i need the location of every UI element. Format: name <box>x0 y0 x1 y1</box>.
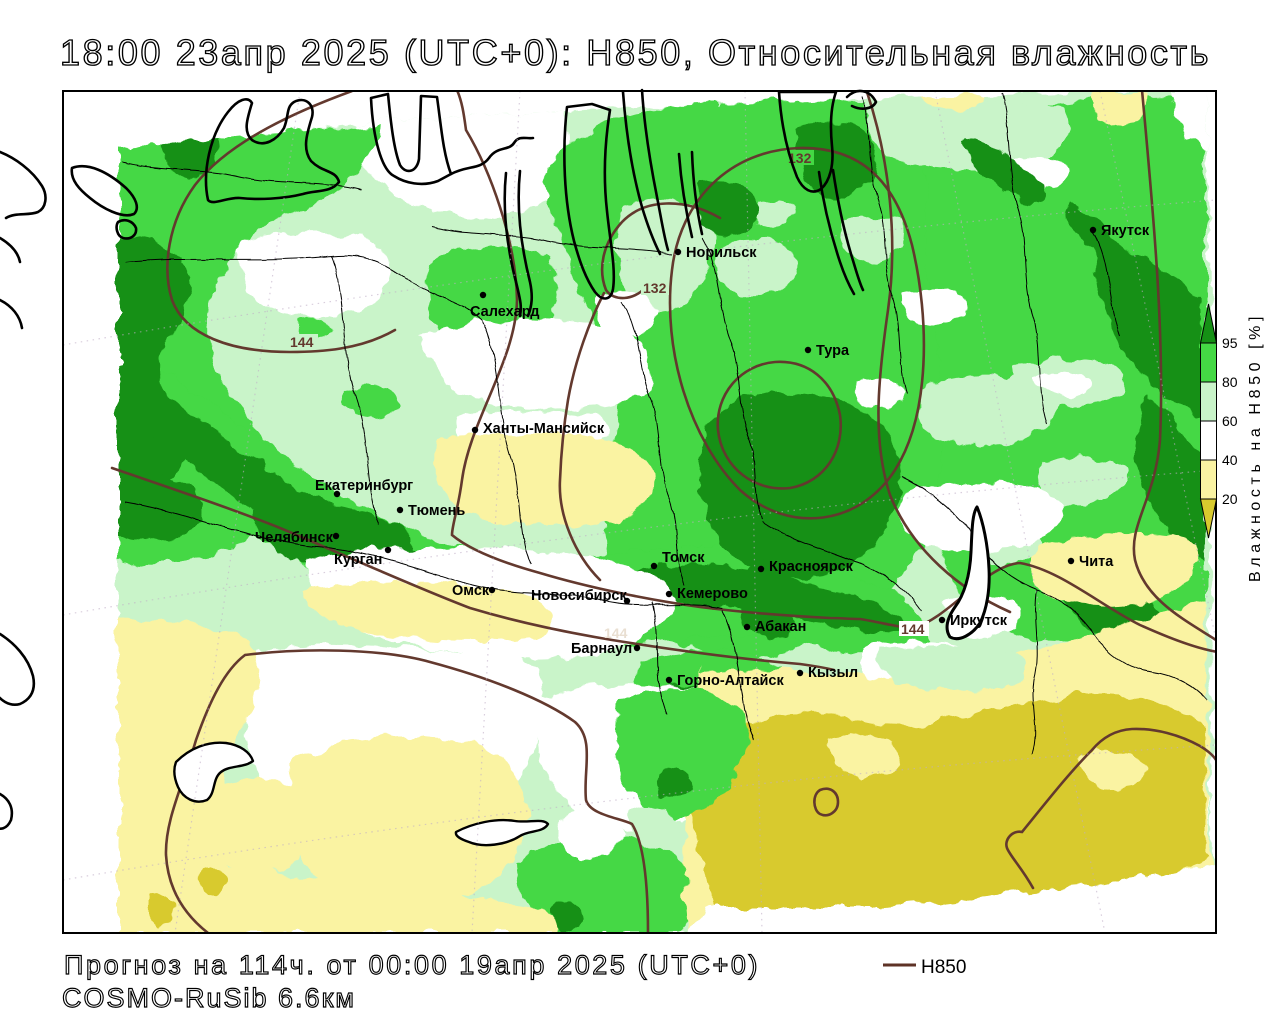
svg-text:Прогноз на 114ч. от 00:00 19ап: Прогноз на 114ч. от 00:00 19апр 2025 (UT… <box>64 950 760 980</box>
svg-text:Курган: Курган <box>334 552 382 568</box>
svg-text:Влажность на H850 [%]: Влажность на H850 [%] <box>1247 312 1264 582</box>
svg-text:Горно-Алтайск: Горно-Алтайск <box>677 673 784 689</box>
svg-text:Красноярск: Красноярск <box>769 559 854 575</box>
svg-text:Челябинск: Челябинск <box>255 530 334 546</box>
svg-text:Якутск: Якутск <box>1101 223 1150 239</box>
svg-text:40: 40 <box>1222 452 1238 468</box>
svg-text:Ханты-Мансийск: Ханты-Мансийск <box>483 421 605 437</box>
svg-text:144: 144 <box>290 334 314 350</box>
svg-text:Тура: Тура <box>816 343 850 359</box>
svg-text:Салехард: Салехард <box>470 304 539 320</box>
svg-text:Екатеринбург: Екатеринбург <box>315 478 413 494</box>
svg-text:Кемерово: Кемерово <box>677 586 748 602</box>
svg-text:Чита: Чита <box>1079 554 1114 570</box>
svg-text:132: 132 <box>643 280 667 296</box>
svg-text:Кызыл: Кызыл <box>808 665 858 681</box>
svg-text:95: 95 <box>1222 335 1238 351</box>
svg-text:COSMO-RuSib 6.6км: COSMO-RuSib 6.6км <box>62 983 356 1013</box>
svg-text:Томск: Томск <box>662 550 705 566</box>
svg-text:60: 60 <box>1222 413 1238 429</box>
svg-text:Абакан: Абакан <box>755 619 806 635</box>
svg-text:Новосибирск: Новосибирск <box>531 588 627 604</box>
svg-text:Омск: Омск <box>452 583 490 599</box>
svg-text:144: 144 <box>901 621 925 637</box>
svg-text:80: 80 <box>1222 374 1238 390</box>
svg-text:144: 144 <box>604 625 628 641</box>
svg-text:132: 132 <box>788 150 812 166</box>
svg-text:Барнаул: Барнаул <box>571 641 632 657</box>
svg-text:18:00 23апр 2025 (UTC+0): H850: 18:00 23апр 2025 (UTC+0): H850, Относите… <box>60 32 1211 73</box>
svg-text:20: 20 <box>1222 491 1238 507</box>
svg-text:H850: H850 <box>921 957 966 978</box>
svg-text:Норильск: Норильск <box>686 245 757 261</box>
svg-text:Тюмень: Тюмень <box>408 503 465 519</box>
svg-text:Иркутск: Иркутск <box>950 613 1008 629</box>
